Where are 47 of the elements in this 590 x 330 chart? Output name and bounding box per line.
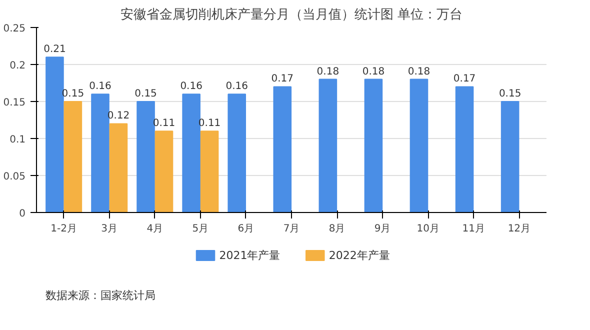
legend-label: 2021年产量	[219, 249, 280, 262]
x-tick-label: 7月	[283, 224, 300, 234]
y-tick-label: 0.2	[10, 60, 26, 72]
data-label: 0.18	[316, 66, 340, 78]
x-tick-label: 11月	[462, 224, 486, 234]
bar	[200, 130, 219, 212]
bar	[136, 101, 155, 212]
bar	[500, 101, 520, 212]
data-label: 0.18	[362, 66, 385, 78]
bar	[273, 86, 292, 212]
data-label: 0.16	[180, 81, 202, 92]
source-note: 数据来源：国家统计局	[46, 289, 156, 302]
data-label: 0.16	[89, 81, 112, 92]
x-tick-label: 6月	[238, 224, 254, 234]
x-tick-label: 1-2月	[50, 224, 77, 234]
bar	[364, 78, 383, 212]
bar	[91, 94, 110, 212]
legend-label: 2022年产量	[328, 249, 390, 262]
x-tick-label: 8月	[328, 224, 346, 234]
x-tick-label: 12月	[508, 224, 531, 234]
y-tick-label: 0.25	[3, 24, 26, 34]
x-tick-label: 4月	[146, 224, 164, 234]
data-label: 0.15	[134, 88, 157, 100]
y-tick-label: 0.05	[3, 172, 26, 182]
x-tick-label: 3月	[101, 224, 118, 234]
bar	[46, 56, 64, 212]
x-tick-label: 9月	[374, 224, 391, 234]
data-label: 0.17	[453, 74, 476, 85]
data-label: 0.16	[226, 81, 248, 92]
y-tick-label: 0.1	[10, 134, 26, 146]
bar	[318, 78, 338, 212]
bar	[455, 86, 474, 212]
bar	[410, 78, 428, 212]
y-tick-label: 0	[19, 208, 26, 220]
bar	[109, 123, 128, 212]
data-label: 0.21	[44, 44, 66, 56]
bar	[154, 130, 174, 212]
data-label: 0.17	[271, 74, 294, 85]
x-tick-label: 5月	[192, 224, 209, 234]
x-tick-label: 10月	[416, 224, 440, 234]
bar	[182, 94, 200, 212]
bar	[228, 94, 246, 212]
bar	[64, 101, 82, 212]
chart-title: 安徽省金属切削机床产量分月（当月值）统计图 单位：万台	[120, 6, 463, 22]
data-label: 0.18	[408, 66, 430, 78]
y-tick-label: 0.15	[3, 98, 26, 108]
data-label: 0.15	[498, 88, 522, 100]
